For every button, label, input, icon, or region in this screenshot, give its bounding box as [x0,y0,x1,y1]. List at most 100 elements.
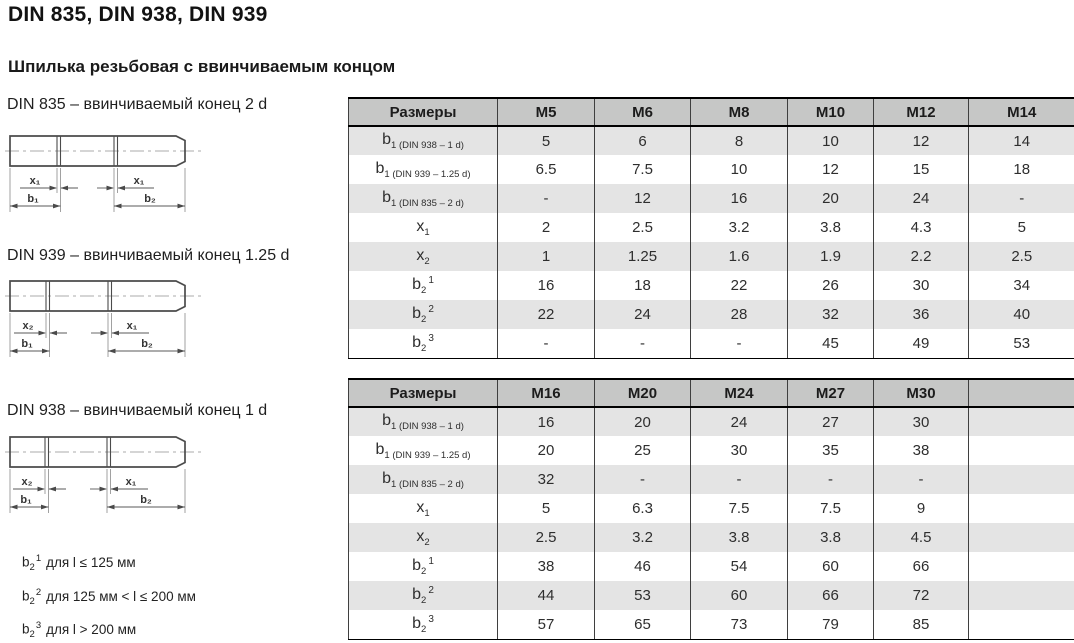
row-label: b22 [412,585,434,606]
value-cell: 45 [787,329,874,359]
value-cell: 44 [497,581,595,610]
value-cell: 8 [690,126,788,155]
value-cell: 12 [594,184,691,213]
table-row: b1 (DIN 835 – 2 d) 32- - - - [348,465,1074,494]
value-cell: 38 [497,552,595,581]
value-cell: 12 [873,126,969,155]
value-cell: 20 [497,436,595,465]
value-cell [968,581,1074,610]
value-cell: 57 [497,610,595,640]
value-cell: 10 [690,155,788,184]
value-cell: 12 [787,155,874,184]
value-cell: 7.5 [690,494,788,523]
dim-label-b2: b₂ [144,193,156,205]
value-cell: 22 [497,300,595,329]
value-cell: 2.5 [594,213,691,242]
value-cell: 20 [787,184,874,213]
size-column-header: M16 [497,378,595,408]
page-title: DIN 835, DIN 938, DIN 939 [8,3,268,26]
value-cell: 16 [497,407,595,436]
value-cell: 24 [594,300,691,329]
value-cell [968,436,1074,465]
value-cell: 3.2 [594,523,691,552]
din938-caption: DIN 938 – ввинчиваемый конец 1 d [7,402,268,419]
row-label-column-header: Размеры [348,97,498,127]
value-cell: 3.8 [690,523,788,552]
value-cell: 49 [873,329,969,359]
row-label: b1 (DIN 938 – 1 d) [382,131,464,151]
value-cell [968,523,1074,552]
value-cell: - [594,329,691,359]
size-column-header: M12 [873,97,969,127]
value-cell: - [787,465,874,494]
value-cell: - [968,184,1074,213]
value-cell: 6.5 [497,155,595,184]
value-cell [968,552,1074,581]
value-cell: 32 [787,300,874,329]
value-cell: 32 [497,465,595,494]
value-cell: 1.25 [594,242,691,271]
dim-label-b1: b₁ [21,338,33,350]
value-cell: - [594,465,691,494]
table-row: x1 5 6.3 7.5 7.5 9 [348,494,1074,523]
value-cell: - [873,465,969,494]
table-header-row: Размеры M5 M6 M8 M10 M12 M14 [348,97,1074,127]
table-row: b23 57 65 73 79 85 [348,610,1074,640]
dim-label-b1: b₁ [27,193,39,205]
value-cell: 66 [873,552,969,581]
table-row: b1 (DIN 938 – 1 d) 16 20 24 27 30 [348,407,1074,436]
table-row: x2 2.5 3.2 3.8 3.8 4.5 [348,523,1074,552]
value-cell: 3.2 [690,213,788,242]
row-label: x2 [416,246,430,267]
value-cell: 24 [690,407,788,436]
dim-label-b2: b₂ [140,494,152,506]
din835-drawing: x₁ x₁ b₁ b₂ [5,135,201,212]
table-row: b1 (DIN 939 – 1.25 d) 6.5 7.5 10 12 15 18 [348,155,1074,184]
value-cell: 9 [873,494,969,523]
dim-label-x-left: x₂ [21,476,32,488]
value-cell: 3.8 [787,213,874,242]
value-cell: 35 [787,436,874,465]
value-cell: 38 [873,436,969,465]
value-cell: - [497,329,595,359]
din938-drawing: x₂ x₁ b₁ b₂ [5,436,201,513]
value-cell: 2.2 [873,242,969,271]
size-column-header: M27 [787,378,874,408]
size-column-header: M10 [787,97,874,127]
dimensions-table-m16-m30: Размеры M16 M20 M24 M27 M30 b1 (DIN 938 – 1 d)… [348,378,1074,640]
value-cell: 5 [497,126,595,155]
size-column-header: M6 [594,97,691,127]
value-cell: 1.9 [787,242,874,271]
value-cell: 18 [594,271,691,300]
row-label: b21 [412,556,434,577]
value-cell: 53 [594,581,691,610]
row-label: b1 (DIN 939 – 1.25 d) [375,440,471,461]
value-cell: 30 [690,436,788,465]
value-cell [968,465,1074,494]
value-cell: 4.3 [873,213,969,242]
value-cell: 14 [968,126,1074,155]
value-cell: 36 [873,300,969,329]
value-cell: 66 [787,581,874,610]
value-cell: 1.6 [690,242,788,271]
table-row: b1 (DIN 939 – 1.25 d) 20 25 30 35 38 [348,436,1074,465]
dim-label-x-right: x₁ [127,320,138,332]
size-column-header: M5 [497,97,595,127]
row-label-column-header: Размеры [348,378,498,408]
value-cell: 7.5 [594,155,691,184]
size-column-header: M24 [690,378,788,408]
dim-label-b1: b₁ [20,494,32,506]
table-row: b22 44 53 60 66 72 [348,581,1074,610]
value-cell: 46 [594,552,691,581]
value-cell: 4.5 [873,523,969,552]
value-cell: 60 [787,552,874,581]
table-row: b22 22 24 28 32 36 40 [348,300,1074,329]
size-column-header: M20 [594,378,691,408]
page-subtitle: Шпилька резьбовая с ввинчиваемым концом [8,57,396,76]
size-column-header: M8 [690,97,788,127]
dim-label-b2: b₂ [141,338,153,350]
row-label: b23 [348,610,498,640]
value-cell: 53 [968,329,1074,359]
value-cell: 26 [787,271,874,300]
row-label: b23 [348,329,498,359]
